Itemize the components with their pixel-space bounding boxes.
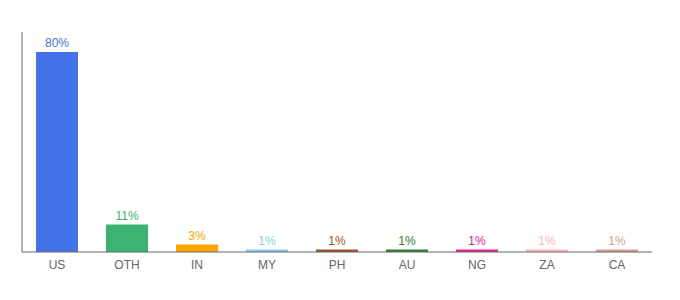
svg-text:1%: 1% <box>328 234 346 248</box>
svg-text:1%: 1% <box>258 234 276 248</box>
svg-text:1%: 1% <box>608 234 626 248</box>
svg-text:PH: PH <box>329 258 346 272</box>
svg-text:80%: 80% <box>45 36 69 50</box>
svg-text:OTH: OTH <box>114 258 139 272</box>
svg-text:1%: 1% <box>468 234 486 248</box>
svg-text:ZA: ZA <box>539 258 554 272</box>
svg-text:US: US <box>49 258 66 272</box>
svg-text:MY: MY <box>258 258 276 272</box>
svg-text:CA: CA <box>609 258 626 272</box>
svg-text:3%: 3% <box>188 229 206 243</box>
svg-text:1%: 1% <box>398 234 416 248</box>
svg-text:AU: AU <box>399 258 416 272</box>
svg-text:11%: 11% <box>115 209 138 223</box>
svg-text:1%: 1% <box>538 234 556 248</box>
svg-text:IN: IN <box>191 258 203 272</box>
svg-text:NG: NG <box>468 258 486 272</box>
